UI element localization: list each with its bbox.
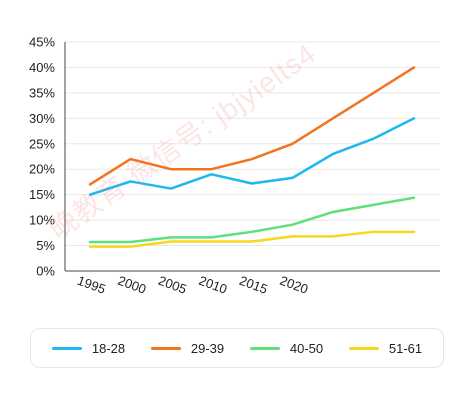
legend-label: 51-61 bbox=[388, 340, 423, 356]
y-tick-label: 0% bbox=[36, 264, 55, 279]
y-tick-label: 40% bbox=[29, 60, 55, 75]
series-line-51-61 bbox=[88, 230, 416, 248]
series-line-18-28 bbox=[88, 117, 416, 196]
y-tick-label: 35% bbox=[29, 85, 55, 100]
legend-label: 29-39 bbox=[190, 340, 225, 356]
legend-item: 29-39 bbox=[150, 340, 225, 356]
legend-swatch bbox=[249, 346, 280, 350]
y-tick-label: 25% bbox=[29, 136, 55, 151]
legend: 18-28 29-39 40-50 51-61 bbox=[30, 328, 444, 368]
y-tick-label: 20% bbox=[29, 162, 55, 177]
y-tick-label: 15% bbox=[29, 187, 55, 202]
x-tick-label: 1995 bbox=[75, 273, 107, 297]
x-tick-label: 2000 bbox=[116, 273, 148, 297]
series-line-29-39 bbox=[88, 66, 416, 186]
y-tick-label: 45% bbox=[29, 35, 55, 50]
line-chart: 0% 5% 10% 15% 20% 25% 30% 35% 40% 45% 1995 2000 2005… bbox=[29, 35, 440, 297]
x-tick-label: 2020 bbox=[278, 273, 310, 297]
legend-label: 40-50 bbox=[289, 340, 324, 356]
chart-svg: 0% 5% 10% 15% 20% 25% 30% 35% 40% 45% 1995 2000 2005… bbox=[29, 35, 440, 297]
y-tick-label: 5% bbox=[36, 238, 55, 253]
legend-item: 18-28 bbox=[51, 340, 126, 356]
legend-item: 40-50 bbox=[249, 340, 324, 356]
x-tick-label: 2005 bbox=[156, 273, 188, 297]
series-line-40-50 bbox=[88, 196, 416, 244]
legend-item: 51-61 bbox=[348, 340, 423, 356]
y-tick-label: 10% bbox=[29, 213, 55, 228]
y-tick-label: 30% bbox=[29, 111, 55, 126]
x-tick-label: 2010 bbox=[197, 273, 229, 297]
legend-swatch bbox=[348, 346, 379, 350]
x-tick-label: 2015 bbox=[237, 273, 269, 297]
legend-swatch bbox=[51, 346, 82, 350]
legend-label: 18-28 bbox=[91, 340, 126, 356]
legend-swatch bbox=[150, 346, 181, 350]
